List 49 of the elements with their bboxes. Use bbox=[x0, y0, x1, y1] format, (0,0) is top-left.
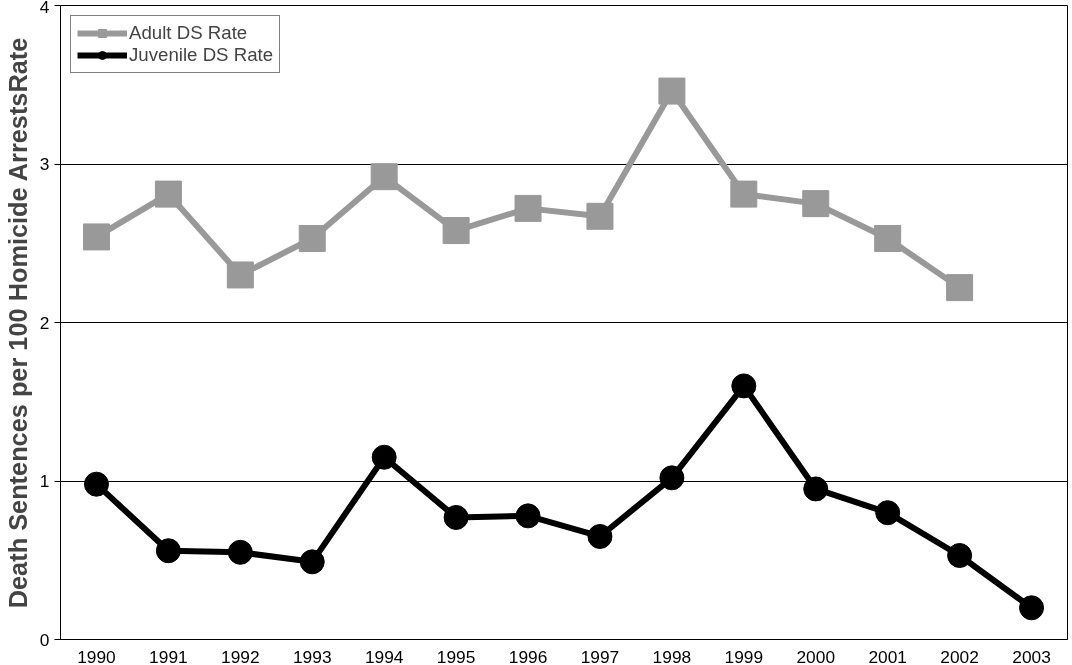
point bbox=[154, 180, 182, 208]
point bbox=[515, 503, 541, 529]
x-tick-label: 2000 bbox=[796, 646, 836, 665]
legend-label: Juvenile DS Rate bbox=[129, 44, 274, 66]
point bbox=[802, 190, 830, 218]
point bbox=[82, 223, 110, 251]
x-tick-label: 1995 bbox=[436, 646, 476, 665]
point bbox=[874, 224, 902, 252]
point bbox=[658, 77, 686, 105]
x-tick-label: 1997 bbox=[580, 646, 620, 665]
y-tick-label: 2 bbox=[39, 312, 50, 333]
x-tick-label: 1999 bbox=[724, 646, 764, 665]
y-tick-label: 1 bbox=[39, 471, 50, 491]
x-tick-label: 2002 bbox=[940, 646, 979, 665]
point bbox=[731, 373, 757, 399]
x-tick-label: 2001 bbox=[868, 646, 907, 665]
y-tick-label: 0 bbox=[39, 629, 50, 650]
x-tick-label: 2003 bbox=[1012, 646, 1051, 665]
x-tick-label: 1991 bbox=[149, 646, 188, 665]
point bbox=[730, 180, 758, 208]
point bbox=[947, 543, 973, 568]
x-tick-label: 1992 bbox=[221, 646, 260, 665]
point bbox=[946, 274, 974, 302]
point bbox=[803, 476, 829, 502]
point bbox=[226, 261, 254, 289]
y-tick-label: 3 bbox=[39, 154, 50, 174]
y-axis-title: Death Sentences per 100 Homicide ArrestsRate bbox=[3, 37, 32, 609]
point bbox=[875, 500, 901, 526]
point bbox=[298, 224, 326, 252]
point bbox=[299, 549, 325, 575]
x-tick-label: 1993 bbox=[292, 646, 332, 665]
point bbox=[1019, 595, 1045, 621]
y-tick-label: 4 bbox=[39, 0, 50, 17]
point bbox=[155, 538, 181, 564]
point bbox=[587, 524, 613, 549]
point bbox=[370, 163, 398, 191]
point bbox=[443, 504, 469, 530]
point bbox=[442, 217, 470, 245]
point bbox=[227, 539, 253, 565]
x-tick-label: 1996 bbox=[508, 646, 548, 665]
point bbox=[659, 465, 685, 491]
point bbox=[514, 194, 542, 222]
x-tick-label: 1998 bbox=[652, 646, 692, 665]
x-tick-label: 1990 bbox=[77, 646, 116, 665]
x-tick-label: 1994 bbox=[364, 646, 404, 665]
point bbox=[371, 444, 397, 470]
point bbox=[83, 471, 109, 497]
point bbox=[586, 202, 614, 230]
legend-label: Adult DS Rate bbox=[129, 22, 248, 44]
